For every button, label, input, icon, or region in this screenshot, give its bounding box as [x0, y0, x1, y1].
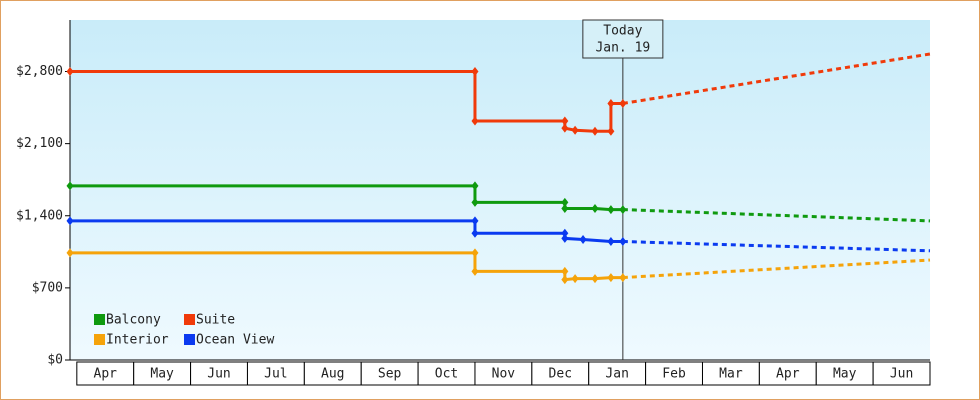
x-tick-label: Apr [94, 367, 118, 382]
point [591, 274, 599, 284]
x-tick-label: Oct [435, 367, 458, 382]
point [571, 274, 579, 284]
x-tick-label: Jul [264, 367, 287, 382]
point [471, 216, 479, 226]
y-tick-label: $0 [47, 353, 63, 368]
point [471, 266, 479, 276]
point [619, 273, 627, 283]
x-tick-label: Apr [776, 367, 800, 382]
x-tick-label: Mar [719, 367, 743, 382]
today-box [582, 19, 664, 59]
x-tick-label: Aug [321, 367, 344, 382]
y-tick-label: $2,800 [16, 64, 63, 79]
point [561, 123, 569, 133]
point [619, 205, 627, 215]
projection-line [622, 208, 931, 223]
legend-swatch [94, 334, 105, 345]
point [571, 125, 579, 135]
point [619, 237, 627, 247]
point [561, 197, 569, 207]
point [561, 116, 569, 126]
point [471, 181, 479, 191]
y-tick-label: $1,400 [16, 208, 63, 223]
y-tick-label: $700 [32, 280, 63, 295]
legend-swatch [184, 314, 195, 325]
legend-label: Interior [106, 333, 169, 348]
x-tick-box [872, 361, 931, 386]
point [607, 126, 615, 136]
x-tick-label: May [833, 367, 857, 382]
legend-swatch [94, 314, 105, 325]
x-tick-label: Feb [662, 367, 686, 382]
x-tick-label: Jan [605, 367, 628, 382]
x-tick-label: Dec [549, 367, 572, 382]
point [607, 98, 615, 108]
point [561, 266, 569, 276]
legend-swatch [184, 334, 195, 345]
point [471, 248, 479, 258]
x-tick-label: May [150, 367, 174, 382]
point [607, 273, 615, 283]
legend-label: Suite [196, 313, 235, 328]
point [561, 228, 569, 238]
today-date: Jan. 19 [595, 41, 650, 56]
point [607, 237, 615, 247]
point [66, 248, 74, 258]
point [591, 204, 599, 214]
today-label: Today [603, 24, 642, 39]
point [66, 67, 74, 77]
point [607, 205, 615, 215]
point [561, 204, 569, 214]
legend-label: Balcony [106, 313, 161, 328]
point [471, 67, 479, 77]
point [579, 234, 587, 244]
point [561, 275, 569, 285]
point [66, 181, 74, 191]
point [66, 216, 74, 226]
projection-line [622, 240, 931, 253]
series-line [70, 70, 623, 133]
point [619, 98, 627, 108]
point [471, 116, 479, 126]
x-tick-label: Jun [207, 367, 230, 382]
point [471, 197, 479, 207]
x-tick-label: Nov [492, 367, 516, 382]
x-tick-label: Jun [890, 367, 913, 382]
point [561, 233, 569, 243]
projection-line [622, 52, 931, 105]
x-tick-label: Sep [378, 367, 402, 382]
projection-line [622, 258, 931, 280]
y-tick-label: $2,100 [16, 136, 63, 151]
point [591, 126, 599, 136]
point [471, 228, 479, 238]
legend-label: Ocean View [196, 333, 274, 348]
